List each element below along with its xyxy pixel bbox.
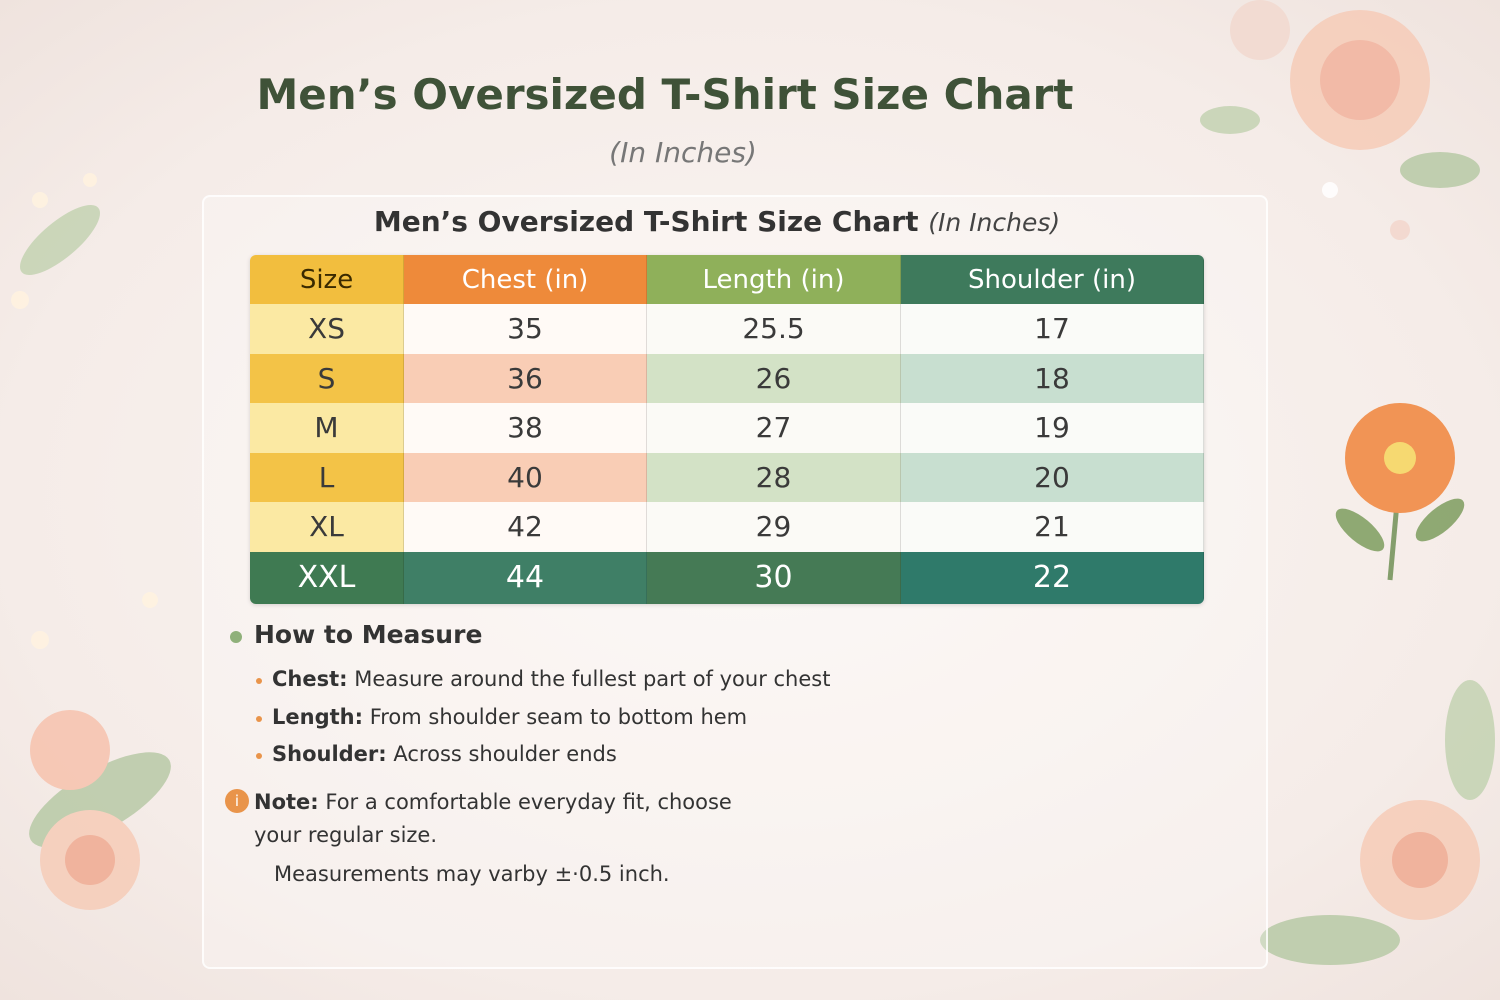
table-cell: M (250, 403, 404, 453)
table-cell: 44 (404, 551, 647, 604)
table-cell: 42 (404, 502, 647, 552)
size-table: Size Chest (in) Length (in) Shoulder (in) XS… (250, 255, 1204, 604)
item-bullet (256, 753, 262, 759)
heading-bullet (230, 631, 242, 643)
page-title: Men’s Oversized T-Shirt Size Chart (256, 70, 1074, 119)
note: Note: For a comfortable everyday fit, ch… (254, 786, 754, 852)
item-label: Shoulder: (272, 742, 387, 766)
table-row: L 40 28 20 (250, 452, 1204, 502)
table-cell: L (250, 452, 404, 502)
measure-item: Shoulder: Across shoulder ends (272, 742, 617, 766)
measure-heading: How to Measure (254, 620, 483, 649)
item-text: Across shoulder ends (393, 742, 617, 766)
table-cell: 17 (901, 304, 1204, 354)
table-cell: 40 (404, 452, 647, 502)
table-cell: XL (250, 502, 404, 552)
page-subtitle: (In Inches) (609, 136, 757, 169)
header-cell: Size (250, 255, 404, 304)
item-text: Measure around the fullest part of your … (354, 667, 831, 691)
table-cell: XS (250, 304, 404, 354)
card-title-text: Men’s Oversized T-Shirt Size Chart (373, 205, 919, 238)
table-cell: 18 (901, 353, 1204, 403)
table-cell: S (250, 353, 404, 403)
table-cell: 19 (901, 403, 1204, 453)
table-cell: 36 (404, 353, 647, 403)
table-cell: 29 (647, 502, 901, 552)
measure-item: Chest: Measure around the fullest part o… (272, 667, 830, 691)
note-icon: i (225, 789, 249, 813)
card-title: Men’s Oversized T-Shirt Size Chart (In I… (202, 205, 1232, 238)
table-row: S 36 26 18 (250, 353, 1204, 403)
table-cell: 21 (901, 502, 1204, 552)
table-cell: 28 (647, 452, 901, 502)
item-bullet (256, 716, 262, 722)
table-cell: 27 (647, 403, 901, 453)
note-label: Note: (254, 790, 319, 814)
table-row: XXL 44 30 22 (250, 551, 1204, 604)
header-row: Size Chest (in) Length (in) Shoulder (in) (250, 255, 1204, 304)
item-label: Chest: (272, 667, 348, 691)
table-cell: 20 (901, 452, 1204, 502)
table-cell: XXL (250, 551, 404, 604)
card-title-note: (In Inches) (928, 208, 1061, 237)
table-cell: 38 (404, 403, 647, 453)
header-cell: Shoulder (in) (901, 255, 1204, 304)
table-cell: 26 (647, 353, 901, 403)
item-bullet (256, 678, 262, 684)
header-cell: Chest (in) (404, 255, 647, 304)
item-label: Length: (272, 705, 363, 729)
item-text: From shoulder seam to bottom hem (369, 705, 748, 729)
header-cell: Length (in) (647, 255, 901, 304)
table-cell: 22 (901, 551, 1204, 604)
table-row: M 38 27 19 (250, 403, 1204, 453)
measure-item: Length: From shoulder seam to bottom hem (272, 705, 747, 729)
table-cell: 35 (404, 304, 647, 354)
table-cell: 30 (647, 551, 901, 604)
table-row: XS 35 25.5 17 (250, 304, 1204, 354)
footnote: Measurements may varby ±·0.5 inch. (274, 862, 670, 886)
note-text: For a comfortable everyday fit, choose y… (254, 790, 732, 847)
table-cell: 25.5 (647, 304, 901, 354)
table-row: XL 42 29 21 (250, 502, 1204, 552)
